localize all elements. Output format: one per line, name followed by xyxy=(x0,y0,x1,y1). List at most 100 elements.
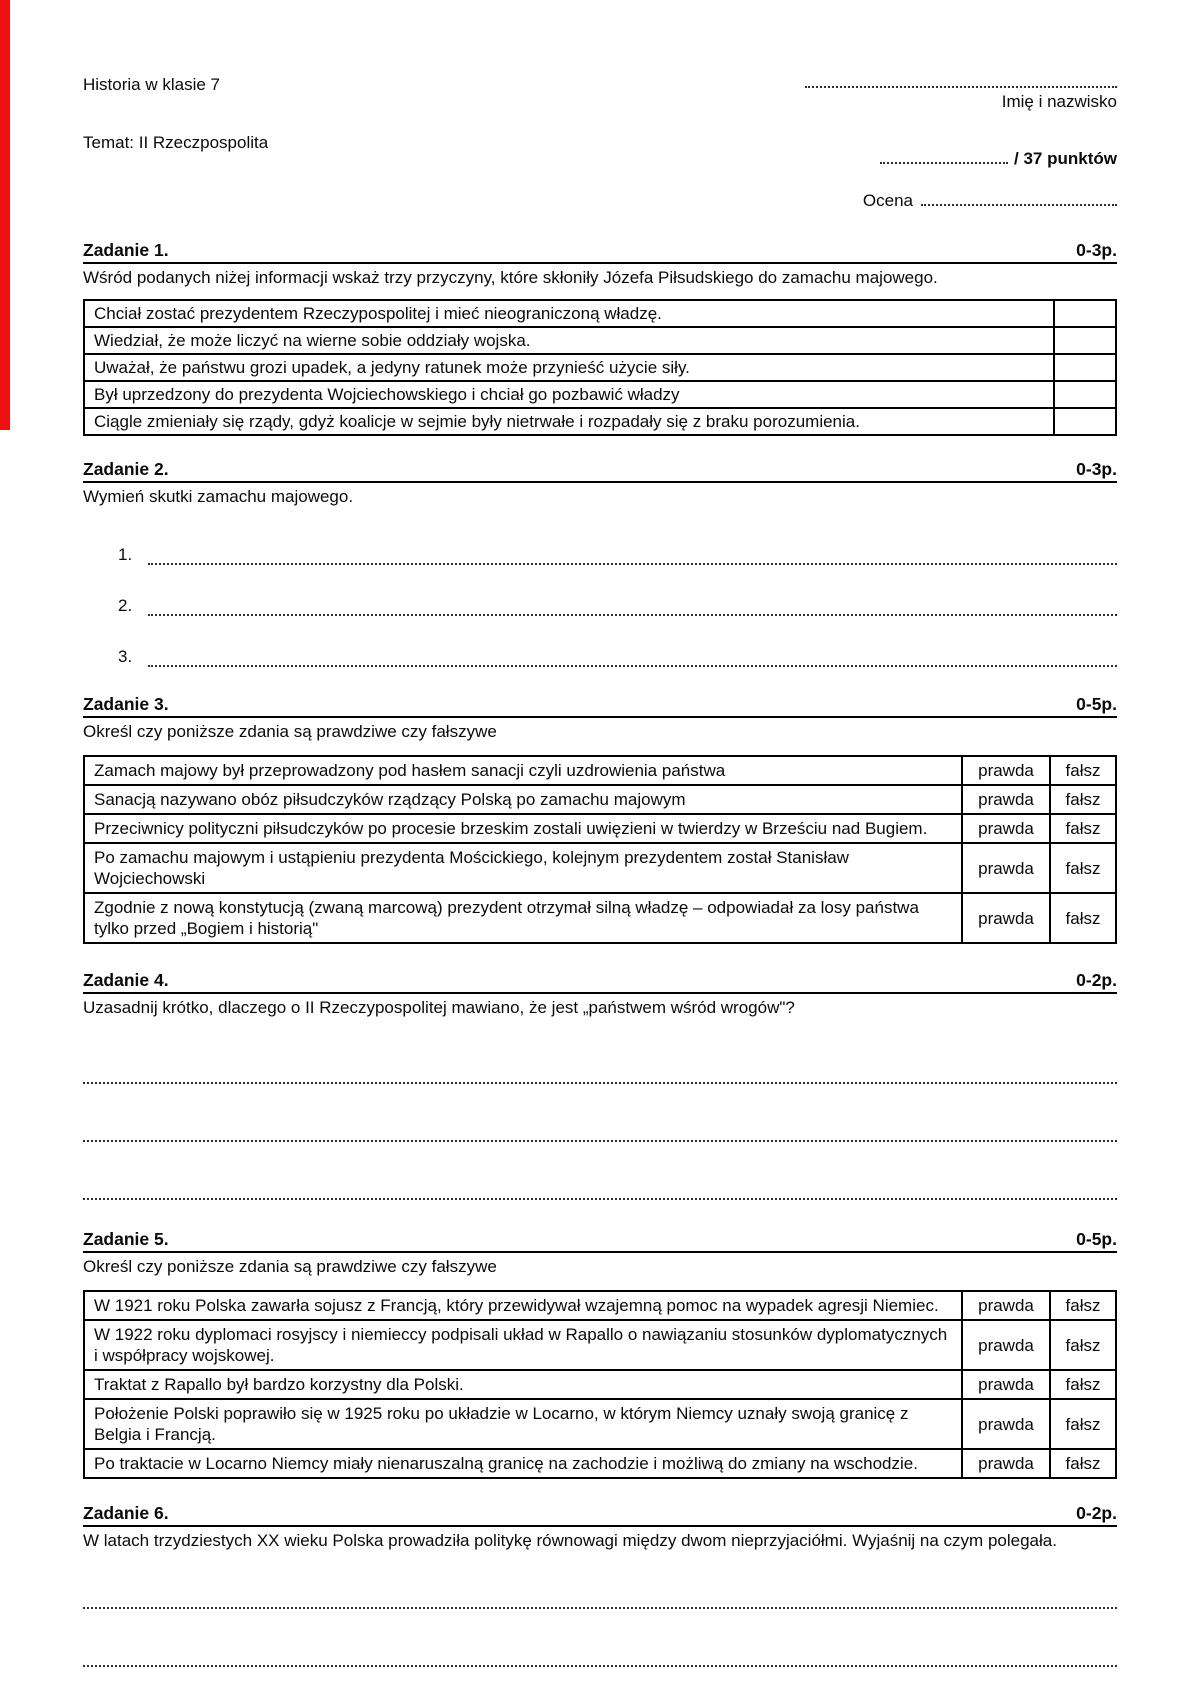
points-row: / 37 punktów xyxy=(777,148,1117,169)
prawda-cell[interactable]: prawda xyxy=(961,755,1051,786)
name-label: Imię i nazwisko xyxy=(1001,92,1117,111)
option-row: Ciągle zmieniały się rządy, gdyż koalicj… xyxy=(83,407,1117,436)
prawda-cell[interactable]: prawda xyxy=(961,813,1051,844)
task-4-points: 0-2p. xyxy=(1076,970,1117,990)
prawda-cell[interactable]: prawda xyxy=(961,1398,1051,1450)
task-6-heading: Zadanie 6. 0-2p. xyxy=(83,1503,1117,1527)
answer-line[interactable] xyxy=(148,653,1117,667)
answer-line[interactable] xyxy=(148,551,1117,565)
task-5-truefalse-table: W 1921 roku Polska zawarła sojusz z Fran… xyxy=(83,1290,1117,1479)
task-2-title: Zadanie 2. xyxy=(83,459,169,479)
task-1-points: 0-3p. xyxy=(1076,240,1117,260)
points-total: / 37 punktów xyxy=(1014,149,1117,168)
answer-line[interactable] xyxy=(148,602,1117,616)
statement-text: Położenie Polski poprawiło się w 1925 ro… xyxy=(83,1398,963,1450)
falsz-cell[interactable]: fałsz xyxy=(1049,892,1117,944)
task-5-title: Zadanie 5. xyxy=(83,1229,169,1249)
answer-checkbox-cell[interactable] xyxy=(1053,380,1117,409)
statement-text: W 1921 roku Polska zawarła sojusz z Fran… xyxy=(83,1290,963,1321)
task-2-points: 0-3p. xyxy=(1076,459,1117,479)
task-2: Zadanie 2. 0-3p. Wymień skutki zamachu m… xyxy=(83,459,1117,667)
prawda-cell[interactable]: prawda xyxy=(961,892,1051,944)
prawda-cell[interactable]: prawda xyxy=(961,784,1051,815)
prawda-cell[interactable]: prawda xyxy=(961,1369,1051,1400)
red-margin-bar xyxy=(0,0,10,430)
task-5: Zadanie 5. 0-5p. Określ czy poniższe zda… xyxy=(83,1229,1117,1479)
task-5-instruction: Określ czy poniższe zdania są prawdziwe … xyxy=(83,1257,497,1276)
grade-label: Ocena xyxy=(862,191,913,210)
task-4-instruction: Uzasadnij krótko, dlaczego o II Rzeczypo… xyxy=(83,998,795,1017)
task-1-title: Zadanie 1. xyxy=(83,240,169,260)
statement-text: Przeciwnicy polityczni piłsudczyków po p… xyxy=(83,813,963,844)
task-4-title: Zadanie 4. xyxy=(83,970,169,990)
falsz-cell[interactable]: fałsz xyxy=(1049,755,1117,786)
statement-row: Zamach majowy był przeprowadzony pod has… xyxy=(83,755,1117,786)
option-row: Uważał, że państwu grozi upadek, a jedyn… xyxy=(83,353,1117,382)
statement-row: W 1921 roku Polska zawarła sojusz z Fran… xyxy=(83,1290,1117,1321)
statement-row: Sanacją nazywano obóz piłsudczyków rządz… xyxy=(83,784,1117,815)
task-2-heading: Zadanie 2. 0-3p. xyxy=(83,459,1117,483)
task-3: Zadanie 3. 0-5p. Określ czy poniższe zda… xyxy=(83,694,1117,944)
task-6-title: Zadanie 6. xyxy=(83,1503,169,1523)
option-text: Wiedział, że może liczyć na wierne sobie… xyxy=(83,326,1055,355)
answer-line[interactable] xyxy=(83,1070,1117,1084)
statement-text: Sanacją nazywano obóz piłsudczyków rządz… xyxy=(83,784,963,815)
task-1-options-table: Chciał zostać prezydentem Rzeczypospolit… xyxy=(83,299,1117,436)
task-4: Zadanie 4. 0-2p. Uzasadnij krótko, dlacz… xyxy=(83,970,1117,1200)
falsz-cell[interactable]: fałsz xyxy=(1049,842,1117,894)
numbered-answer-line: 2. xyxy=(118,594,1117,616)
statement-row: Traktat z Rapallo był bardzo korzystny d… xyxy=(83,1369,1117,1400)
task-6-points: 0-2p. xyxy=(1076,1503,1117,1523)
header: Historia w klasie 7 Temat: II Rzeczpospo… xyxy=(83,74,1117,211)
statement-row: Po zamachu majowym i ustąpieniu prezyden… xyxy=(83,842,1117,894)
line-number: 2. xyxy=(118,596,133,615)
falsz-cell[interactable]: fałsz xyxy=(1049,1369,1117,1400)
falsz-cell[interactable]: fałsz xyxy=(1049,1448,1117,1479)
answer-checkbox-cell[interactable] xyxy=(1053,326,1117,355)
answer-checkbox-cell[interactable] xyxy=(1053,353,1117,382)
prawda-cell[interactable]: prawda xyxy=(961,1448,1051,1479)
statement-row: W 1922 roku dyplomaci rosyjscy i niemiec… xyxy=(83,1319,1117,1371)
task-3-truefalse-table: Zamach majowy był przeprowadzony pod has… xyxy=(83,755,1117,944)
task-1-heading: Zadanie 1. 0-3p. xyxy=(83,240,1117,264)
task-6: Zadanie 6. 0-2p. W latach trzydziestych … xyxy=(83,1503,1117,1667)
task-2-answers: 1. 2. 3. xyxy=(83,543,1117,667)
answer-checkbox-cell[interactable] xyxy=(1053,407,1117,436)
answer-line[interactable] xyxy=(83,1186,1117,1200)
falsz-cell[interactable]: fałsz xyxy=(1049,1398,1117,1450)
option-text: Był uprzedzony do prezydenta Wojciechows… xyxy=(83,380,1055,409)
line-number: 1. xyxy=(118,545,133,564)
statement-text: Zgodnie z nową konstytucją (zwaną marcow… xyxy=(83,892,963,944)
task-6-answers xyxy=(83,1595,1117,1667)
task-3-points: 0-5p. xyxy=(1076,694,1117,714)
statement-text: Po traktacie w Locarno Niemcy miały nien… xyxy=(83,1448,963,1479)
name-blank-line[interactable] xyxy=(805,74,1117,88)
answer-line[interactable] xyxy=(83,1595,1117,1609)
falsz-cell[interactable]: fałsz xyxy=(1049,784,1117,815)
prawda-cell[interactable]: prawda xyxy=(961,842,1051,894)
falsz-cell[interactable]: fałsz xyxy=(1049,1290,1117,1321)
option-text: Ciągle zmieniały się rządy, gdyż koalicj… xyxy=(83,407,1055,436)
answer-checkbox-cell[interactable] xyxy=(1053,299,1117,328)
task-3-instruction: Określ czy poniższe zdania są prawdziwe … xyxy=(83,722,497,741)
task-3-heading: Zadanie 3. 0-5p. xyxy=(83,694,1117,718)
statement-text: Po zamachu majowym i ustąpieniu prezyden… xyxy=(83,842,963,894)
answer-line[interactable] xyxy=(83,1128,1117,1142)
task-6-instruction: W latach trzydziestych XX wieku Polska p… xyxy=(83,1531,1057,1550)
answer-line[interactable] xyxy=(83,1653,1117,1667)
topic-title: Temat: II Rzeczpospolita xyxy=(83,133,269,152)
points-blank-line[interactable] xyxy=(880,150,1009,164)
grade-blank-line[interactable] xyxy=(921,192,1117,206)
prawda-cell[interactable]: prawda xyxy=(961,1319,1051,1371)
task-2-instruction: Wymień skutki zamachu majowego. xyxy=(83,487,354,506)
task-4-heading: Zadanie 4. 0-2p. xyxy=(83,970,1117,994)
falsz-cell[interactable]: fałsz xyxy=(1049,813,1117,844)
prawda-cell[interactable]: prawda xyxy=(961,1290,1051,1321)
option-row: Chciał zostać prezydentem Rzeczypospolit… xyxy=(83,299,1117,328)
task-1-instruction: Wśród podanych niżej informacji wskaż tr… xyxy=(83,268,938,287)
task-5-heading: Zadanie 5. 0-5p. xyxy=(83,1229,1117,1253)
option-text: Uważał, że państwu grozi upadek, a jedyn… xyxy=(83,353,1055,382)
falsz-cell[interactable]: fałsz xyxy=(1049,1319,1117,1371)
